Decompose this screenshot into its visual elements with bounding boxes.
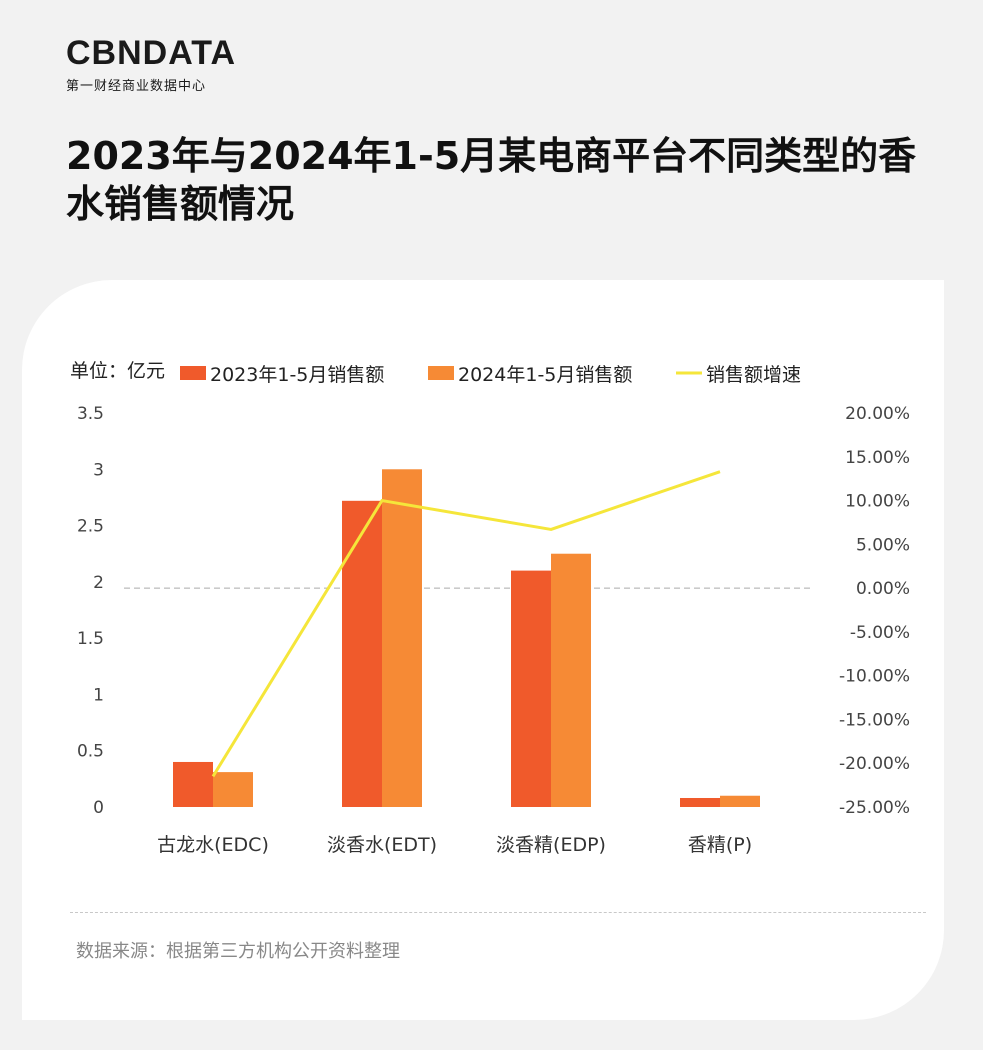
divider: [70, 912, 926, 913]
x-category-label: 香精(P): [688, 834, 752, 856]
legend-label: 2023年1-5月销售额: [210, 364, 384, 386]
x-category-label: 古龙水(EDC): [157, 834, 269, 856]
y-right-tick-label: -15.00%: [839, 710, 910, 730]
growth-rate-line: [211, 470, 721, 778]
y-right-tick-label: 10.00%: [845, 492, 910, 512]
y-left-tick-label: 2: [93, 573, 104, 593]
y-right-tick-label: 0.00%: [856, 579, 910, 599]
brand-name: CBNDATA: [66, 34, 237, 72]
y-right-tick-label: -25.00%: [839, 798, 910, 818]
y-left-tick-label: 2.5: [77, 517, 104, 537]
y-left-tick-label: 1: [93, 685, 104, 705]
y-right-tick-label: -10.00%: [839, 667, 910, 687]
y-right-tick-label: -5.00%: [850, 623, 910, 643]
x-category-label: 淡香精(EDP): [496, 834, 606, 856]
legend-swatch: [180, 366, 206, 380]
bar-2024: [720, 795, 760, 807]
bar-2024: [551, 553, 591, 807]
unit-label: 单位：亿元: [70, 360, 165, 382]
source-note: 数据来源：根据第三方机构公开资料整理: [76, 941, 400, 962]
legend-label: 2024年1-5月销售额: [458, 364, 632, 386]
y-right-tick-label: 5.00%: [856, 535, 910, 555]
brand-logo: CBNDATA 第一财经商业数据中心: [66, 36, 236, 94]
page-title: 2023年与2024年1-5月某电商平台不同类型的香水销售额情况: [66, 134, 917, 226]
bar-2024: [213, 772, 253, 807]
bar-2023: [342, 500, 382, 807]
y-left-tick-label: 0: [93, 798, 104, 818]
bar-2023: [173, 761, 213, 807]
bar-2023: [680, 797, 720, 807]
y-left-tick-label: 3: [93, 460, 104, 480]
brand-tagline: 第一财经商业数据中心: [66, 79, 207, 94]
y-right-tick-label: -20.00%: [839, 754, 910, 774]
legend-swatch: [428, 366, 454, 380]
y-left-tick-label: 0.5: [77, 742, 104, 762]
x-category-label: 淡香水(EDT): [327, 834, 437, 856]
chart-card: [22, 280, 944, 1020]
y-left-tick-label: 1.5: [77, 629, 104, 649]
bar-2023: [511, 570, 551, 807]
y-right-tick-label: 20.00%: [845, 404, 910, 424]
y-right-tick-label: 15.00%: [845, 448, 910, 468]
bar-2024: [382, 469, 422, 807]
legend-label: 销售额增速: [706, 364, 801, 386]
y-left-tick-label: 3.5: [77, 404, 104, 424]
